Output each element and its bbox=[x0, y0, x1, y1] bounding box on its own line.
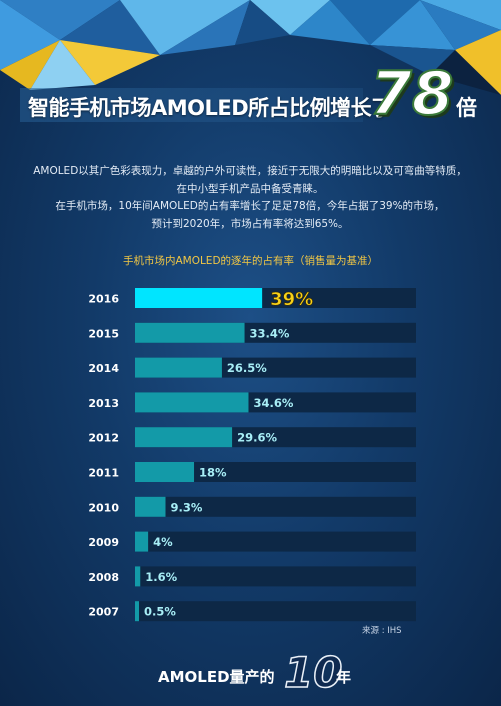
intro-line: AMOLED以其广色彩表现力，卓越的户外可读性，接近于无限大的明暗比以及可弯曲等… bbox=[33, 165, 467, 177]
deco-shape bbox=[455, 30, 501, 95]
bar bbox=[135, 531, 149, 552]
bar bbox=[135, 427, 233, 448]
page-title: 智能手机市场AMOLED所占比例增长了 bbox=[28, 96, 392, 120]
title-suffix: 倍 bbox=[456, 96, 477, 120]
deco-shape bbox=[60, 40, 160, 85]
year-label: 2011 bbox=[88, 467, 119, 480]
year-label: 2013 bbox=[88, 397, 119, 410]
footer-suffix: 年 bbox=[336, 668, 352, 686]
year-label: 2016 bbox=[88, 293, 119, 306]
year-label: 2007 bbox=[88, 606, 119, 619]
deco-shape bbox=[0, 0, 120, 40]
intro-line: 在中小型手机产品中备受青睐。 bbox=[176, 182, 324, 195]
value-label: 0.5% bbox=[144, 605, 176, 619]
value-label: 39% bbox=[270, 289, 313, 310]
deco-shape bbox=[60, 0, 160, 55]
bar-track bbox=[135, 531, 416, 552]
bar bbox=[135, 496, 166, 517]
deco-shape bbox=[160, 0, 250, 55]
bar-track bbox=[135, 462, 416, 482]
value-label: 18% bbox=[199, 466, 227, 480]
year-label: 2015 bbox=[88, 327, 119, 340]
deco-shape bbox=[235, 0, 290, 45]
bar bbox=[135, 566, 141, 587]
footer-number: 10 bbox=[283, 648, 343, 697]
deco-shape bbox=[370, 0, 455, 50]
deco-shape bbox=[330, 0, 420, 45]
intro-line: 在手机市场，10年间AMOLED的占有率增长了足足78倍，今年占据了39%的市场… bbox=[55, 200, 445, 212]
value-label: 33.4% bbox=[250, 326, 290, 340]
bar-track bbox=[135, 566, 416, 587]
value-label: 26.5% bbox=[227, 361, 267, 375]
year-label: 2012 bbox=[88, 432, 119, 445]
year-label: 2009 bbox=[88, 536, 119, 549]
bar bbox=[135, 462, 195, 482]
deco-shape bbox=[420, 0, 501, 50]
bar bbox=[135, 601, 139, 622]
year-label: 2008 bbox=[88, 571, 119, 584]
value-label: 29.6% bbox=[237, 431, 277, 445]
source-note: 来源 : IHS bbox=[362, 626, 402, 636]
intro-paragraph: AMOLED以其广色彩表现力，卓越的户外可读性，接近于无限大的明暗比以及可弯曲等… bbox=[10, 163, 490, 233]
value-label: 4% bbox=[153, 535, 173, 549]
geometric-header-decoration bbox=[0, 0, 501, 95]
deco-shape bbox=[0, 0, 60, 70]
title-band bbox=[20, 88, 363, 122]
value-label: 1.6% bbox=[145, 570, 177, 584]
title-number: 78 bbox=[369, 59, 454, 129]
chart-title: 手机市场内AMOLED的逐年的占有率（销售量为基准） bbox=[122, 255, 379, 267]
bar-track bbox=[135, 496, 416, 517]
deco-shape bbox=[120, 0, 250, 55]
value-label: 34.6% bbox=[253, 396, 293, 410]
intro-line: 预计到2020年，市场占有率将达到65%。 bbox=[151, 217, 349, 230]
footer-prefix: AMOLED量产的 bbox=[158, 668, 275, 686]
deco-shape bbox=[370, 45, 455, 75]
bar-track bbox=[135, 601, 416, 622]
year-label: 2010 bbox=[88, 501, 119, 514]
value-label: 9.3% bbox=[171, 500, 203, 514]
deco-shape bbox=[250, 0, 330, 35]
deco-shape bbox=[430, 50, 501, 95]
bar bbox=[135, 288, 263, 308]
bar bbox=[135, 357, 222, 378]
deco-shape bbox=[290, 0, 370, 45]
deco-shape bbox=[0, 40, 60, 90]
deco-shape bbox=[30, 40, 95, 90]
bar bbox=[135, 392, 249, 413]
bar bbox=[135, 322, 245, 343]
year-label: 2014 bbox=[88, 362, 119, 375]
